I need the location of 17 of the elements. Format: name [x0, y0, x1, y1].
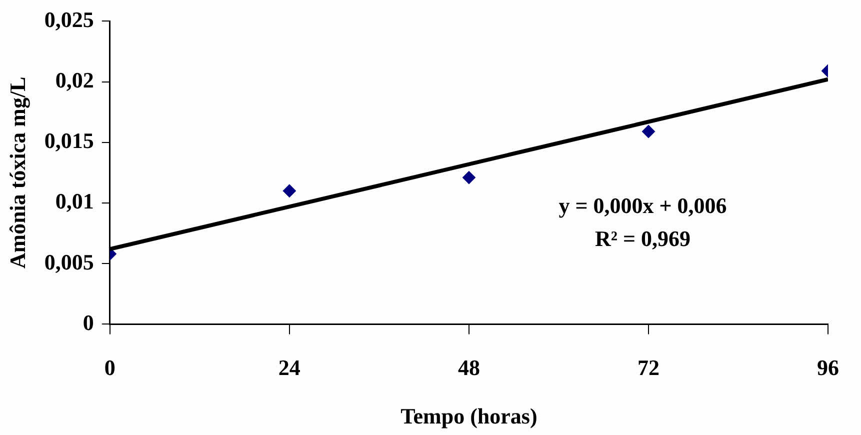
- annotation: y = 0,000x + 0,006: [558, 193, 727, 218]
- point: [462, 171, 476, 184]
- x-axis-title: Tempo (horas): [400, 403, 538, 428]
- x-tick-label: 72: [637, 355, 660, 380]
- x-tick-label: 96: [817, 355, 839, 380]
- point: [642, 124, 655, 138]
- y-tick-label: 0,025: [44, 6, 94, 32]
- y-tick-label: 0,02: [55, 67, 94, 92]
- y-axis-title: Amônia tóxica mg/L: [4, 76, 30, 269]
- x-tick-label: 0: [104, 355, 116, 380]
- y-tick-label: 0,015: [44, 128, 94, 154]
- x-tick-label: 24: [278, 355, 300, 380]
- y-tick-label: 0,01: [55, 188, 94, 214]
- x-tick-label: 48: [458, 355, 480, 380]
- annotation: R² = 0,969: [594, 226, 690, 252]
- y-tick-label: 0: [82, 310, 94, 335]
- y-tick-label: 0,005: [44, 249, 94, 274]
